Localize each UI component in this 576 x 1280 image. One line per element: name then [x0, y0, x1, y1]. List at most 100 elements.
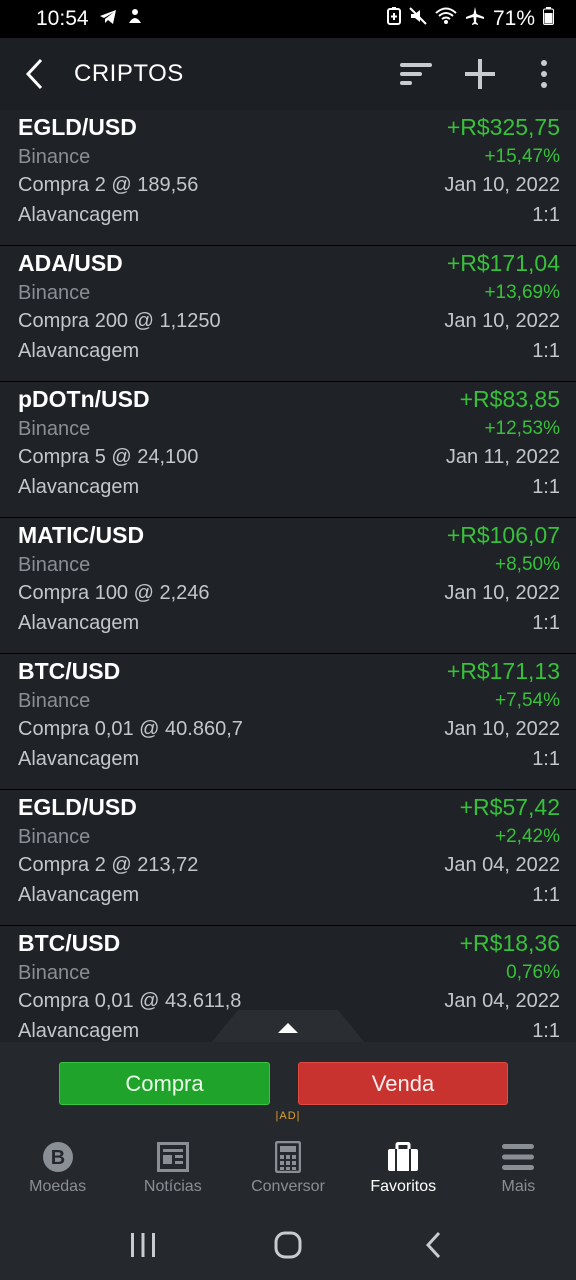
list-item[interactable]: BTC/USD Binance Compra 0,01 @ 40.860,7 A… — [0, 654, 576, 790]
profit-value: +R$83,85 — [459, 386, 560, 412]
exchange-name: Binance — [18, 418, 91, 440]
svg-text:B: B — [50, 1147, 64, 1169]
leverage-value: 1:1 — [532, 1020, 560, 1042]
wifi-icon — [435, 7, 457, 31]
profit-value: +R$106,07 — [446, 522, 560, 548]
recents-icon — [130, 1233, 155, 1257]
exchange-name: Binance — [18, 962, 91, 984]
battery-saver-icon — [386, 7, 401, 31]
exchange-name: Binance — [18, 282, 91, 304]
buy-button[interactable]: Compra — [59, 1062, 270, 1105]
leverage-label: Alavancagem — [18, 1020, 140, 1042]
profit-value: +R$18,36 — [459, 930, 560, 956]
nav-item-mais[interactable]: Mais — [461, 1128, 576, 1210]
pair-name: EGLD/USD — [18, 114, 137, 140]
list-item[interactable]: EGLD/USD Binance Compra 2 @ 189,56 Alava… — [0, 110, 576, 246]
nav-label: Moedas — [29, 1178, 87, 1195]
list-item[interactable]: BTC/USD Binance Compra 0,01 @ 43.611,8 A… — [0, 926, 576, 1042]
nav-label: Favoritos — [370, 1178, 437, 1195]
telegram-icon — [99, 7, 117, 31]
home-button[interactable] — [258, 1215, 318, 1275]
list-item[interactable]: pDOTn/USD Binance Compra 5 @ 24,100 Alav… — [0, 382, 576, 518]
system-back-button[interactable] — [403, 1215, 463, 1275]
system-nav-bar — [0, 1210, 576, 1280]
leverage-value: 1:1 — [532, 884, 560, 906]
status-time: 10:54 — [36, 7, 89, 30]
add-icon — [465, 59, 495, 89]
trade-detail: Compra 2 @ 213,72 — [18, 854, 199, 876]
leverage-value: 1:1 — [532, 612, 560, 634]
expand-panel-button[interactable] — [210, 1010, 366, 1044]
nav-label: Notícias — [143, 1178, 202, 1195]
home-icon — [274, 1231, 302, 1259]
profit-value: +R$171,13 — [446, 658, 560, 684]
trade-bar: Compra Venda |AD| — [0, 1042, 576, 1128]
leverage-value: 1:1 — [532, 204, 560, 226]
exchange-name: Binance — [18, 690, 91, 712]
leverage-value: 1:1 — [532, 748, 560, 770]
leverage-label: Alavancagem — [18, 476, 140, 498]
more-vert-icon — [541, 60, 547, 88]
status-bar: 10:54 71% — [0, 0, 576, 38]
ad-label: |AD| — [275, 1110, 301, 1122]
leverage-label: Alavancagem — [18, 612, 140, 634]
more-options-button[interactable] — [512, 38, 576, 110]
nav-item-favoritos[interactable]: Favoritos — [346, 1128, 461, 1210]
recents-button[interactable] — [113, 1215, 173, 1275]
newspaper-icon — [156, 1140, 189, 1174]
leverage-value: 1:1 — [532, 340, 560, 362]
back-icon — [25, 58, 43, 90]
nav-item-conversor[interactable]: Conversor — [230, 1128, 345, 1210]
bitcoin-icon: B — [42, 1140, 74, 1174]
exchange-name: Binance — [18, 554, 91, 576]
sort-icon — [400, 63, 432, 85]
battery-percent: 71% — [492, 7, 535, 30]
profit-percent: +2,42% — [495, 826, 560, 847]
airplane-icon — [465, 7, 485, 31]
profit-value: +R$325,75 — [446, 114, 560, 140]
positions-list[interactable]: EGLD/USD Binance Compra 2 @ 189,56 Alava… — [0, 110, 576, 1042]
pair-name: EGLD/USD — [18, 794, 137, 820]
sell-button[interactable]: Venda — [298, 1062, 508, 1105]
pair-name: BTC/USD — [18, 930, 121, 956]
briefcase-icon — [387, 1140, 419, 1174]
nav-item-moedas[interactable]: B Moedas — [0, 1128, 115, 1210]
nav-label: Conversor — [251, 1178, 325, 1195]
exchange-name: Binance — [18, 826, 91, 848]
profit-percent: +15,47% — [484, 146, 560, 167]
trade-detail: Compra 200 @ 1,1250 — [18, 310, 221, 332]
trade-detail: Compra 5 @ 24,100 — [18, 446, 199, 468]
back-button[interactable] — [4, 38, 64, 110]
trade-date: Jan 10, 2022 — [444, 310, 560, 332]
sort-button[interactable] — [384, 38, 448, 110]
back-arrow-icon — [426, 1231, 441, 1259]
mute-icon — [409, 7, 427, 31]
profit-percent: +7,54% — [495, 690, 560, 711]
leverage-label: Alavancagem — [18, 204, 140, 226]
nav-item-noticias[interactable]: Notícias — [115, 1128, 230, 1210]
trade-date: Jan 04, 2022 — [444, 990, 560, 1012]
trade-detail: Compra 0,01 @ 40.860,7 — [18, 718, 243, 740]
app-bar: CRIPTOS — [0, 38, 576, 110]
trade-detail: Compra 0,01 @ 43.611,8 — [18, 990, 242, 1012]
add-button[interactable] — [448, 38, 512, 110]
profit-percent: +8,50% — [495, 554, 560, 575]
trade-detail: Compra 2 @ 189,56 — [18, 174, 199, 196]
chevron-up-icon — [278, 1023, 298, 1033]
list-item[interactable]: ADA/USD Binance Compra 200 @ 1,1250 Alav… — [0, 246, 576, 382]
trade-detail: Compra 100 @ 2,246 — [18, 582, 210, 604]
pair-name: MATIC/USD — [18, 522, 145, 548]
menu-icon — [502, 1140, 535, 1174]
pair-name: BTC/USD — [18, 658, 121, 684]
list-item[interactable]: MATIC/USD Binance Compra 100 @ 2,246 Ala… — [0, 518, 576, 654]
trade-date: Jan 04, 2022 — [444, 854, 560, 876]
calculator-icon — [275, 1140, 301, 1174]
nav-label: Mais — [501, 1178, 536, 1195]
page-title: CRIPTOS — [74, 60, 184, 87]
trade-date: Jan 10, 2022 — [444, 582, 560, 604]
bottom-nav: B Moedas Notícias Conversor Favoritos Ma… — [0, 1128, 576, 1210]
list-item[interactable]: EGLD/USD Binance Compra 2 @ 213,72 Alava… — [0, 790, 576, 926]
pair-name: ADA/USD — [18, 250, 123, 276]
profit-value: +R$57,42 — [459, 794, 560, 820]
notification-icon — [127, 7, 143, 31]
